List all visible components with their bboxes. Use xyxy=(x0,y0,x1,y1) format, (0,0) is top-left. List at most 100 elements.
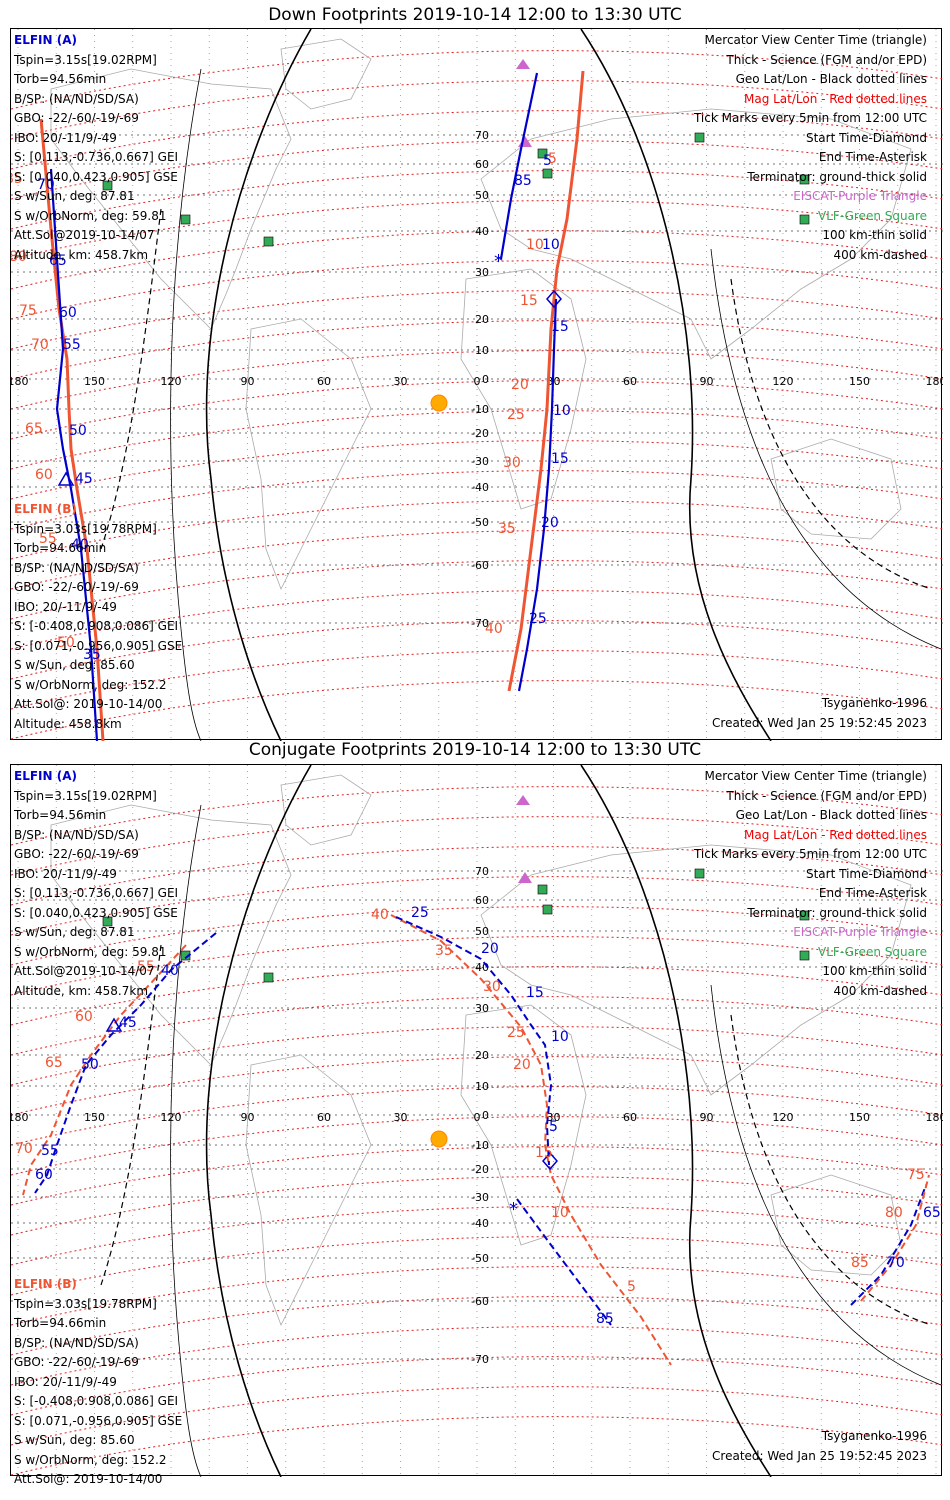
tick-label-a: 50 xyxy=(81,1057,99,1073)
tick-label-b: 35 xyxy=(435,943,453,959)
lon-tick-label: 120 xyxy=(773,1111,794,1124)
eiscat-triangle-icon xyxy=(518,872,532,883)
lon-tick-label: 90 xyxy=(700,375,714,388)
tick-label-b: 40 xyxy=(485,621,503,637)
tick-label-a: 45 xyxy=(119,1015,137,1031)
legend-item: Mag Lat/Lon - Red dotted lines xyxy=(743,827,927,842)
tick-label-a: 10 xyxy=(542,237,560,253)
legend-item: VLF-Green Square xyxy=(818,208,927,223)
continent-outline xyxy=(770,438,902,540)
mag-lat-line xyxy=(11,410,943,470)
tick-label-a: 5 xyxy=(543,153,552,169)
lat-tick-label: 50 xyxy=(475,925,489,938)
lat-tick-label: -20 xyxy=(471,427,489,440)
tick-label-a: 25 xyxy=(529,611,547,627)
tick-label-b: 25 xyxy=(507,1025,525,1041)
probe-b-line: Att.Sol@: 2019-10-14/00 xyxy=(14,1472,163,1486)
lon-tick-label: 150 xyxy=(849,1111,870,1124)
probe-a-line: S: [0.040,0.423,0.905] GSE xyxy=(14,905,178,920)
lat-tick-label: 70 xyxy=(475,129,489,142)
tick-label-b: 5 xyxy=(627,1279,636,1295)
vlf-square-icon xyxy=(542,904,553,915)
lat-tick-label: -30 xyxy=(471,1191,489,1204)
probe-a-line: B/SP: (NA/ND/SD/SA) xyxy=(14,91,139,106)
mag-lat-line xyxy=(11,1326,943,1386)
probe-a-name: ELFIN (A) xyxy=(14,769,77,783)
lat-tick-label: 50 xyxy=(475,189,489,202)
eiscat-triangle-icon xyxy=(516,59,530,69)
center-triangle-icon xyxy=(105,1017,123,1032)
tick-label-b: 75 xyxy=(19,303,37,319)
legend-item: End Time-Asterisk xyxy=(818,886,927,900)
lat-tick-label: -10 xyxy=(471,1139,489,1152)
probe-a-footprint-track xyxy=(517,298,558,692)
tick-label-b: 15 xyxy=(535,1145,553,1161)
tick-label-a: 65 xyxy=(49,253,67,269)
tick-label-b: 80 xyxy=(11,249,27,265)
legend-item: 100 km-thin solid xyxy=(822,228,927,242)
probe-a-line: IBO: 20/-11/9/-49 xyxy=(14,130,117,145)
probe-b-info-2: ELFIN (B) Tspin=3.03s[19.78RPM] Torb=94.… xyxy=(14,1275,182,1490)
lat-tick-label: 30 xyxy=(475,266,489,279)
mag-lat-line xyxy=(11,590,943,650)
probe-b-name: ELFIN (B) xyxy=(14,1277,77,1291)
range-400km-line xyxy=(100,208,162,550)
probe-b-line: IBO: 20/-11/9/-49 xyxy=(14,1374,117,1389)
created-label-2: Created: Wed Jan 25 19:52:45 2023 xyxy=(712,1449,927,1463)
legend-item: Mercator View Center Time (triangle) xyxy=(704,769,927,783)
lat-tick-label: 20 xyxy=(475,1049,489,1062)
vlf-square-icon xyxy=(537,148,548,159)
created-label-1: Created: Wed Jan 25 19:52:45 2023 xyxy=(712,716,927,730)
lon-tick-label: 60 xyxy=(623,1111,637,1124)
down-map-canvas: 1801501209060300306090120150180706050403… xyxy=(11,29,943,741)
lat-tick-label: 20 xyxy=(475,313,489,326)
mag-lat-line xyxy=(11,816,943,876)
tick-label-b: 85 xyxy=(11,171,23,187)
probe-b-line: GBO: -22/-60/-19/-69 xyxy=(14,1355,139,1369)
tick-label-a: 85 xyxy=(596,1311,614,1327)
vlf-square-icon xyxy=(799,950,810,961)
tick-label-a: 55 xyxy=(63,337,81,353)
continent-outline xyxy=(245,1054,372,1326)
lat-tick-label: 10 xyxy=(475,1080,489,1093)
tick-label-b: 65 xyxy=(25,421,43,437)
lon-tick-label: 150 xyxy=(84,375,105,388)
range-100km-line xyxy=(170,68,202,741)
mag-lat-line xyxy=(11,1176,943,1236)
continent-outline xyxy=(480,108,912,360)
lat-tick-label: 60 xyxy=(475,894,489,907)
probe-a-name: ELFIN (A) xyxy=(14,33,77,47)
vlf-square-icon xyxy=(537,884,548,895)
lon-tick-label: 90 xyxy=(241,375,255,388)
tick-label-b: 70 xyxy=(15,1141,33,1157)
probe-a-line: B/SP: (NA/ND/SD/SA) xyxy=(14,827,139,842)
tick-label-b: 40 xyxy=(371,907,389,923)
mag-lat-line xyxy=(11,1026,943,1086)
continent-outline xyxy=(460,268,587,510)
conjugate-map-canvas: 1801501209060300306090120150180706050403… xyxy=(11,765,943,1477)
start-diamond-icon xyxy=(542,1151,558,1171)
vlf-square-icon xyxy=(263,236,274,247)
mag-lat-line xyxy=(11,290,943,350)
continent-outline xyxy=(280,774,372,846)
lon-tick-label: 30 xyxy=(547,1111,561,1124)
mag-lat-line xyxy=(11,560,943,620)
probe-a-footprint-track xyxy=(49,168,99,741)
legend-item: 400 km-dashed xyxy=(833,247,927,262)
mag-lat-line xyxy=(11,320,943,380)
probe-a-info-1: ELFIN (A) Tspin=3.15s[19.02RPM] Torb=94.… xyxy=(14,31,178,265)
tick-label-b: 10 xyxy=(526,237,544,253)
tick-label-b: 85 xyxy=(851,1255,869,1271)
probe-b-line: Torb=94.66min xyxy=(14,1316,107,1330)
probe-a-footprint-track xyxy=(499,72,539,260)
probe-a-line: S w/OrbNorm, deg: 59.81 xyxy=(14,208,167,223)
lon-tick-label: 150 xyxy=(849,375,870,388)
terminator-line xyxy=(580,29,772,741)
probe-a-line: Tspin=3.15s[19.02RPM] xyxy=(14,52,157,67)
vlf-square-icon xyxy=(799,214,810,225)
mag-lat-line xyxy=(11,876,943,936)
tick-label-a: 15 xyxy=(526,985,544,1001)
lat-tick-label: 60 xyxy=(475,158,489,171)
mag-lat-line xyxy=(11,846,943,906)
mag-lat-line xyxy=(11,1386,943,1446)
